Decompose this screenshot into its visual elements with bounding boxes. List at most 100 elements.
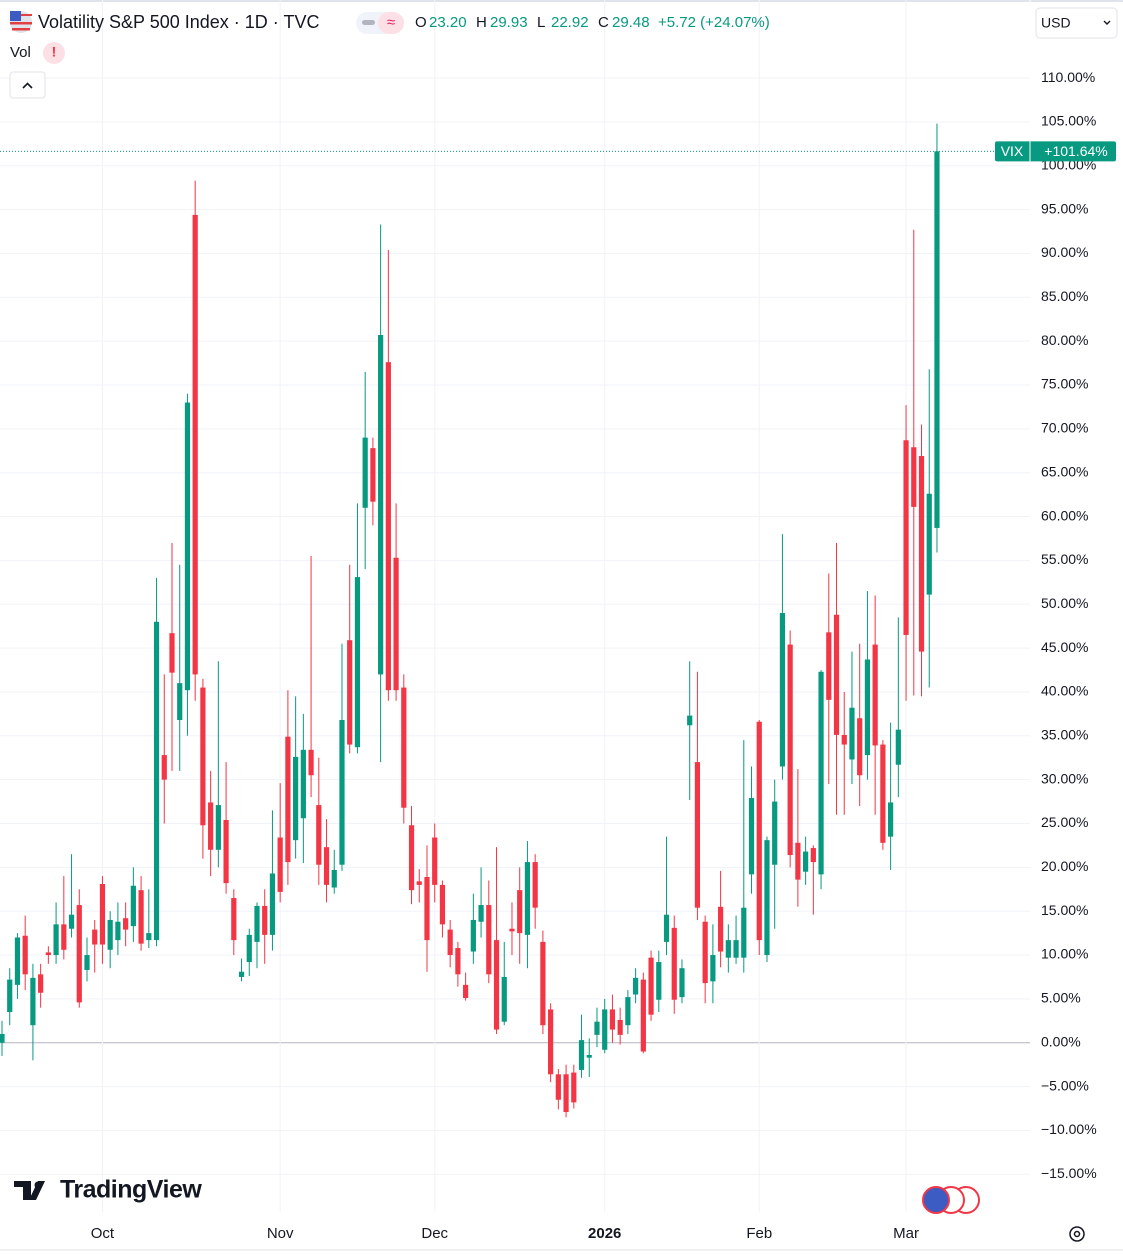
- candle-body: [880, 744, 886, 843]
- y-tick-label: 45.00%: [1041, 639, 1088, 655]
- candle-body: [393, 557, 399, 691]
- candle-body: [857, 718, 863, 776]
- candle-body: [563, 1074, 569, 1113]
- candle-body: [702, 921, 708, 984]
- y-tick-label: 105.00%: [1041, 113, 1096, 129]
- candle-body: [888, 802, 894, 837]
- candle-body: [99, 884, 106, 945]
- warning-icon[interactable]: [43, 42, 65, 64]
- candle-body: [339, 720, 345, 865]
- y-tick-label: 0.00%: [1041, 1033, 1081, 1049]
- y-tick-label: 40.00%: [1041, 683, 1088, 699]
- ohlc-value: 22.92: [551, 14, 589, 31]
- candle-body: [192, 214, 198, 675]
- candle-body: [107, 919, 113, 950]
- candle-body: [540, 941, 546, 1026]
- candle-body: [826, 632, 832, 700]
- candle-body: [609, 1009, 616, 1030]
- candle-body: [0, 1033, 5, 1043]
- y-tick-label: 85.00%: [1041, 288, 1088, 304]
- ohlc-key: O: [415, 14, 427, 31]
- status-pill: [378, 12, 404, 34]
- candle-body: [68, 914, 75, 929]
- candle-body: [648, 957, 654, 1015]
- price-tag-value: +101.64%: [1044, 143, 1107, 159]
- candle-body: [710, 955, 716, 982]
- candle-body: [7, 979, 13, 1013]
- y-tick-label: 75.00%: [1041, 376, 1088, 392]
- x-tick-label: Dec: [421, 1225, 448, 1242]
- candle-body: [918, 456, 925, 652]
- warning-icon: !: [52, 44, 57, 60]
- candle-body: [764, 840, 770, 956]
- candle-body: [30, 977, 36, 1026]
- brand-logo: [34, 1181, 42, 1189]
- candle-body: [22, 935, 28, 975]
- candle-body: [772, 801, 778, 865]
- settings-icon[interactable]: [1069, 1226, 1085, 1242]
- candle-body: [138, 890, 144, 944]
- flag-icon: [10, 22, 32, 25]
- status-dot: [362, 20, 375, 25]
- candle-body: [76, 905, 82, 1003]
- y-tick-label: −5.00%: [1041, 1077, 1089, 1093]
- chevron: [22, 82, 33, 89]
- candle-body: [123, 918, 129, 930]
- candle-body: [656, 962, 662, 1000]
- candle-body: [223, 819, 229, 884]
- currency-select[interactable]: [1035, 7, 1118, 39]
- candle-body: [493, 940, 500, 1030]
- candle-body: [640, 979, 646, 1052]
- event-flag[interactable]: [922, 1186, 950, 1214]
- candle-body: [756, 721, 762, 941]
- price-tag-symbol: VIX: [1001, 143, 1024, 159]
- candle-body: [14, 937, 21, 985]
- candle-body: [818, 671, 824, 875]
- candle-body: [362, 437, 368, 508]
- y-tick-label: 25.00%: [1041, 814, 1088, 830]
- candle-body: [911, 447, 917, 507]
- y-tick-label: 95.00%: [1041, 200, 1088, 216]
- ohlc-change: +5.72 (+24.07%): [658, 14, 770, 31]
- candle-body: [718, 906, 724, 952]
- collapse-button[interactable]: [9, 71, 46, 99]
- chevron: [1103, 20, 1111, 25]
- candle-body: [300, 749, 306, 819]
- y-tick-label: 30.00%: [1041, 770, 1088, 786]
- symbol-title: Volatility S&P 500 Index · 1D · TVC: [38, 12, 319, 32]
- candle-body: [447, 929, 453, 956]
- candle-body: [478, 905, 484, 922]
- flag-icon: [10, 11, 21, 21]
- candle-body: [200, 687, 206, 826]
- volume-label: Vol: [10, 44, 31, 61]
- candle-body: [416, 881, 422, 885]
- x-tick-label: Mar: [893, 1225, 919, 1242]
- candle-body: [385, 362, 391, 691]
- candle-body: [779, 613, 786, 767]
- candle-body: [254, 905, 260, 942]
- candle-body: [184, 402, 191, 691]
- candle-body: [810, 848, 816, 863]
- candle-body: [347, 640, 353, 745]
- candle-body: [408, 825, 415, 891]
- status-icon: ≈: [387, 14, 395, 31]
- candle-body: [679, 968, 685, 998]
- candle-body: [208, 802, 214, 850]
- candle-body: [733, 940, 739, 958]
- y-tick-label: 70.00%: [1041, 420, 1088, 436]
- y-tick-label: 60.00%: [1041, 507, 1088, 523]
- candle-body: [38, 974, 44, 993]
- candle-body: [803, 851, 809, 872]
- candle-body: [455, 948, 461, 975]
- candle-body: [532, 862, 538, 908]
- candle-body: [795, 842, 801, 880]
- y-tick-label: 5.00%: [1041, 990, 1081, 1006]
- candle-body: [926, 493, 932, 595]
- candle-body: [323, 847, 330, 885]
- candle-body: [602, 1009, 608, 1050]
- candle-body: [470, 919, 476, 952]
- candle-body: [45, 952, 51, 956]
- y-tick-label: −10.00%: [1041, 1121, 1097, 1137]
- candle-body: [841, 734, 847, 745]
